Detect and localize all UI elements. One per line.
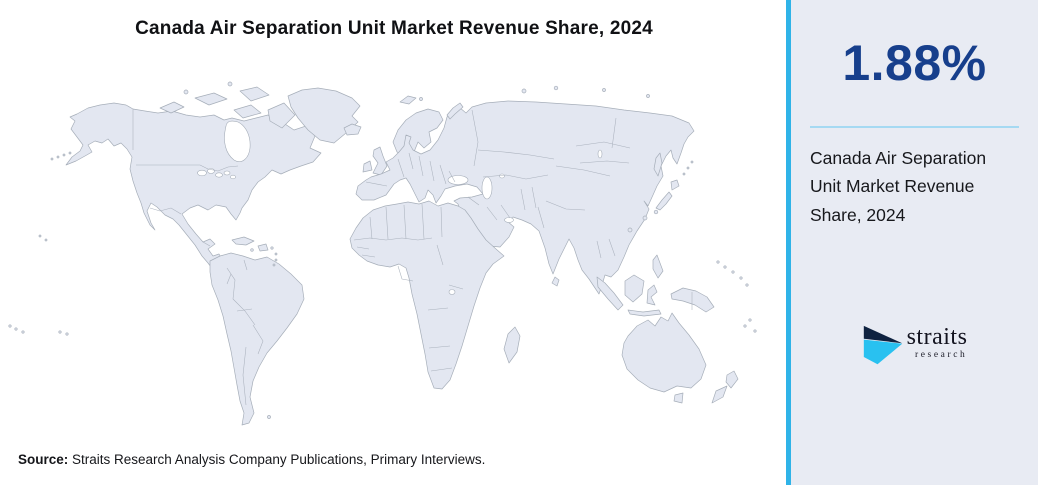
stat-panel: 1.88% Canada Air Separation Unit Market … xyxy=(786,0,1038,485)
map-country-borders xyxy=(132,109,693,406)
logo-wordmark: straits research xyxy=(906,324,968,361)
map-inland-seas xyxy=(197,120,603,295)
straits-research-logo: straits research xyxy=(791,324,1038,367)
logo-icon-cyan-shape xyxy=(863,339,902,365)
stat-description: Canada Air Separation Unit Market Revenu… xyxy=(810,148,987,225)
logo-brand-name: straits xyxy=(906,324,968,351)
logo-brand-sub: research xyxy=(914,350,968,361)
straits-logo-icon xyxy=(863,325,902,365)
source-label: Source: xyxy=(18,452,69,467)
source-note: Source: Straits Research Analysis Compan… xyxy=(18,452,485,467)
world-map xyxy=(8,81,757,426)
panel-divider xyxy=(810,126,1019,128)
map-title: Canada Air Separation Unit Market Revenu… xyxy=(135,18,653,39)
map-landmasses xyxy=(8,81,757,426)
source-text: Straits Research Analysis Company Public… xyxy=(68,452,486,467)
stat-value: 1.88% xyxy=(842,35,987,91)
